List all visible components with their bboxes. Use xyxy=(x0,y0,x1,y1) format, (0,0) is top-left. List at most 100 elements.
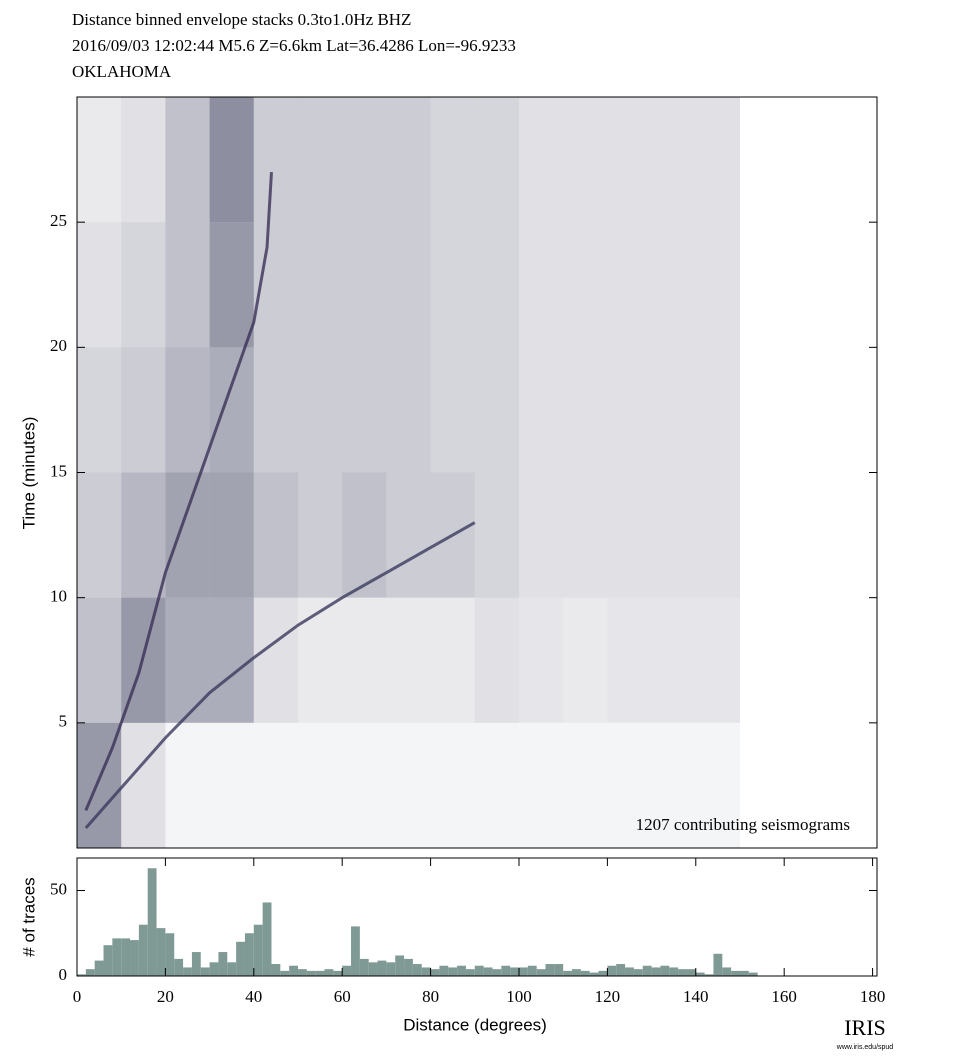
heatmap-cell xyxy=(209,97,254,223)
histogram-bar xyxy=(289,965,298,976)
heatmap-cell xyxy=(165,97,210,223)
histogram-bar xyxy=(297,969,307,976)
heatmap-cell xyxy=(121,472,166,598)
histogram-bar xyxy=(474,965,484,976)
heatmap-cell xyxy=(474,722,519,848)
heatmap-cell xyxy=(165,222,210,348)
heatmap-cell xyxy=(518,472,564,598)
title-line: Distance binned envelope stacks 0.3to1.0… xyxy=(72,10,411,29)
histogram-bar xyxy=(359,958,369,976)
histogram-bar xyxy=(209,962,219,976)
y-tick-label: 0 xyxy=(59,965,68,984)
heatmap-cell xyxy=(209,722,254,848)
heatmap-cell xyxy=(607,722,652,848)
heatmap-cell xyxy=(121,222,166,348)
y-tick-label: 25 xyxy=(50,211,67,230)
histogram-bar xyxy=(147,868,157,976)
annotation: 1207 contributing seismograms xyxy=(636,815,850,834)
histogram-bar xyxy=(739,970,749,976)
histogram-bar xyxy=(377,960,387,976)
heatmap-cell xyxy=(651,597,696,723)
heatmap-cell xyxy=(253,97,298,223)
heatmap-cell xyxy=(253,347,298,473)
histogram-bar xyxy=(430,969,440,976)
title-line: 2016/09/03 12:02:44 M5.6 Z=6.6km Lat=36.… xyxy=(72,36,516,55)
histogram-bar xyxy=(333,970,343,976)
histogram-bar xyxy=(253,924,263,976)
heatmap-cell xyxy=(165,472,210,598)
heatmap-cell xyxy=(563,97,608,223)
heatmap-cell xyxy=(607,97,652,223)
heatmap-cell xyxy=(121,722,166,848)
x-tick-label: 180 xyxy=(860,987,886,1006)
heatmap-cell xyxy=(209,222,254,348)
heatmap-cell xyxy=(563,597,608,723)
heatmap-cell xyxy=(563,222,608,348)
histogram-bar xyxy=(130,940,139,976)
histogram-bar xyxy=(457,965,466,976)
heatmap-cell xyxy=(297,222,343,348)
histogram-bar xyxy=(103,945,113,976)
heatmap-cell xyxy=(253,597,298,723)
heatmap-cell xyxy=(77,347,122,473)
histogram-bar xyxy=(536,969,546,976)
histogram-bar xyxy=(713,953,723,976)
histogram-bar xyxy=(404,958,413,976)
histogram-bar xyxy=(625,967,634,976)
heatmap-cell xyxy=(342,97,387,223)
histogram-bar xyxy=(660,965,670,976)
heatmap-cell xyxy=(386,222,431,348)
heatmap-cell xyxy=(607,472,652,598)
heatmap-cell xyxy=(77,472,122,598)
histogram-bar xyxy=(572,969,581,976)
heatmap-cell xyxy=(474,472,519,598)
histogram-bar xyxy=(527,965,537,976)
heatmap-cell xyxy=(342,722,387,848)
histogram-bar xyxy=(262,902,272,976)
x-tick-label: 80 xyxy=(422,987,439,1006)
histogram-bar xyxy=(731,970,740,976)
heatmap-cell xyxy=(518,222,564,348)
histogram-bar xyxy=(138,924,148,976)
y-tick-label: 10 xyxy=(50,587,67,606)
heatmap-cell xyxy=(297,472,343,598)
histogram-bar xyxy=(200,967,210,976)
heatmap-cell xyxy=(209,597,254,723)
heatmap-cell xyxy=(474,597,519,723)
heatmap-cell xyxy=(695,597,740,723)
histogram-bar xyxy=(421,967,431,976)
histogram-bar xyxy=(598,970,608,976)
heatmap-cell xyxy=(165,347,210,473)
heatmap-cell xyxy=(430,347,475,473)
y-tick-label: 5 xyxy=(59,712,68,731)
histogram-bar xyxy=(386,962,396,976)
histogram-bar xyxy=(580,970,590,976)
histogram-bar xyxy=(94,960,104,976)
heatmap-cell xyxy=(342,347,387,473)
heatmap-cell xyxy=(297,722,343,848)
histogram-bar xyxy=(545,964,555,976)
histogram-bar xyxy=(589,972,599,976)
x-tick-label: 40 xyxy=(245,987,262,1006)
histogram-bar xyxy=(112,938,122,976)
heatmap-cell xyxy=(563,472,608,598)
histogram-bar xyxy=(465,969,475,976)
histogram-bar xyxy=(121,938,131,976)
histogram-bar xyxy=(342,965,352,976)
heatmap-cell xyxy=(474,222,519,348)
heatmap-cell xyxy=(386,597,431,723)
y-tick-label: 50 xyxy=(50,879,67,898)
histogram-bar xyxy=(236,941,245,976)
heatmap-cell xyxy=(77,222,122,348)
heatmap-cell xyxy=(297,597,343,723)
phase-line xyxy=(84,521,476,829)
histogram-bar xyxy=(748,972,758,976)
logo: IRIS xyxy=(844,1015,886,1040)
heatmap-cell xyxy=(253,722,298,848)
heatmap-cell xyxy=(607,222,652,348)
heatmap-cell xyxy=(386,97,431,223)
histogram-bar xyxy=(483,967,493,976)
y-axis-label: Time (minutes) xyxy=(19,417,38,530)
histogram-bar xyxy=(492,969,502,976)
